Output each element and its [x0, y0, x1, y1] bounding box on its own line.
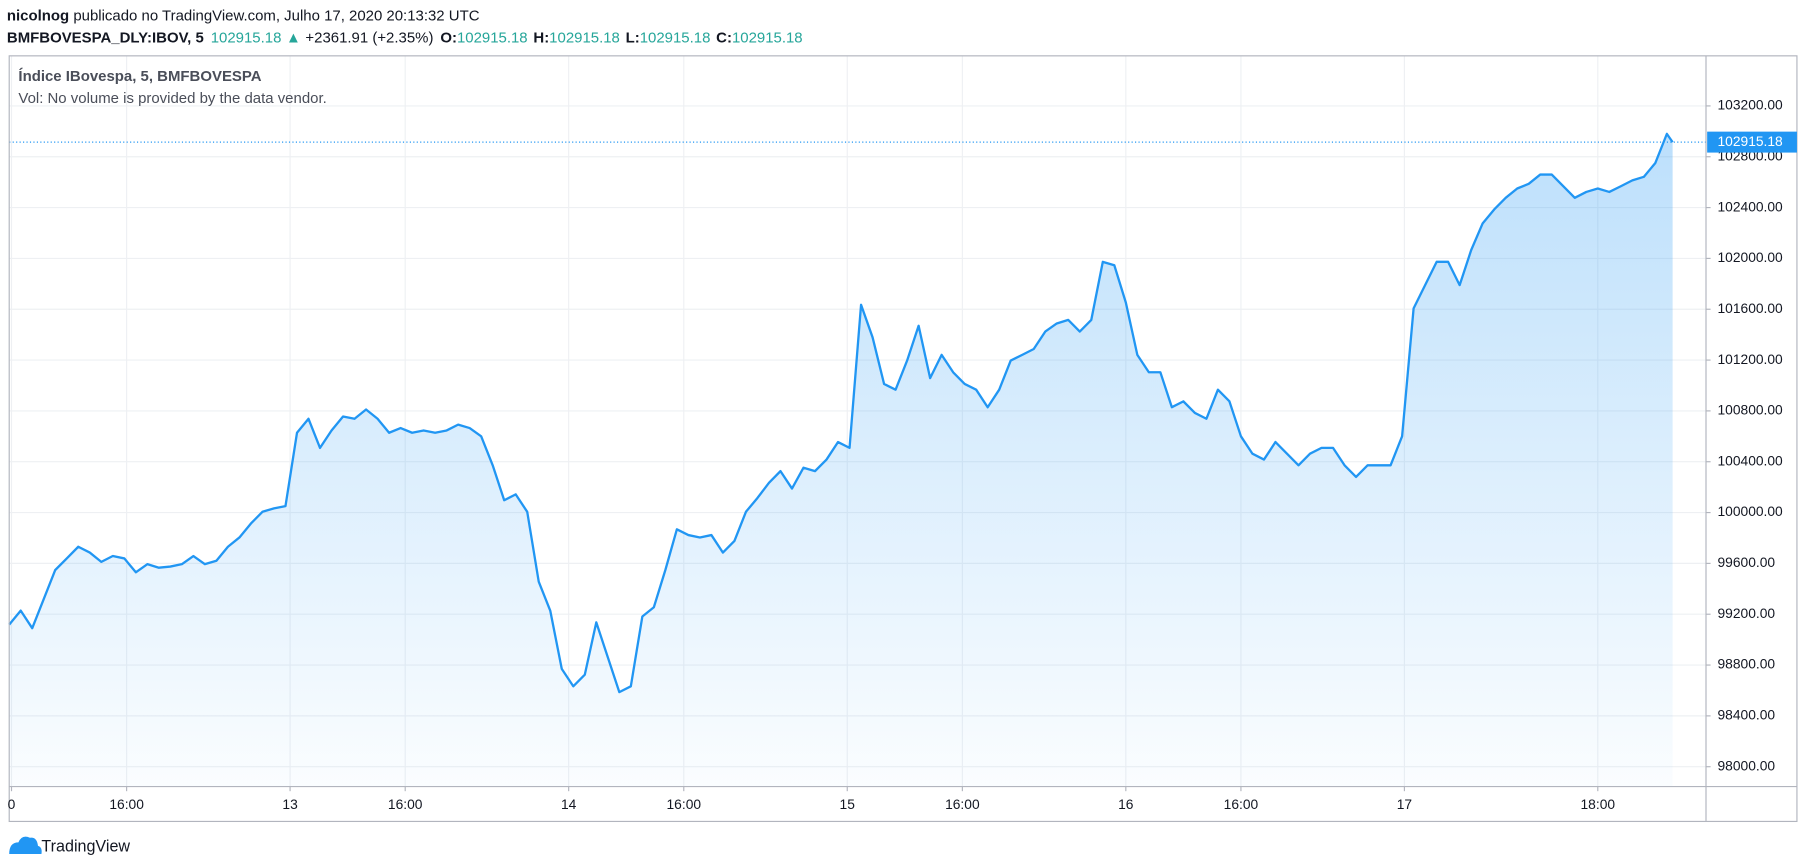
- legend-title: Índice IBovespa, 5, BMFBOVESPA: [18, 68, 261, 85]
- x-tick-label: 18:00: [1581, 796, 1616, 812]
- x-tick-label: 15: [840, 796, 856, 812]
- axis-labels: 98000.00 98400.00 98800.00 99200.00 99600.00…: [8, 97, 1797, 812]
- symbol-line: BMFBOVESPA_DLY:IBOV, 5 102915.18 ▲ +2361.91…: [7, 29, 803, 46]
- y-tick-label: 98000.00: [1718, 757, 1776, 773]
- chart-frame: [8, 55, 1798, 823]
- y-tick-label: 102000.00: [1718, 249, 1784, 265]
- x-tick-label: 16:00: [1224, 796, 1259, 812]
- x-tick-label: 16: [1118, 796, 1134, 812]
- y-tick-label: 100400.00: [1718, 452, 1784, 468]
- y-tick-label: 100800.00: [1718, 402, 1784, 418]
- ohlc-label: L:: [626, 29, 640, 46]
- author: nicolnog: [7, 7, 69, 24]
- ohlc-value: 102915.18: [732, 29, 803, 46]
- y-tick-label: 99600.00: [1718, 554, 1776, 570]
- y-tick-label: 100000.00: [1718, 503, 1784, 519]
- ohlc-label: O:: [440, 29, 457, 46]
- change-arrow: ▲: [286, 29, 301, 46]
- last-price-box: [1707, 131, 1797, 153]
- y-tick-label: 99200.00: [1718, 605, 1776, 621]
- x-tick-label: 16:00: [109, 796, 144, 812]
- x-tick-label: 13: [282, 796, 298, 812]
- legend-volume: Vol: No volume is provided by the data v…: [18, 90, 326, 107]
- published: publicado no TradingView.com, Julho 17, …: [69, 7, 479, 24]
- area-fill: [9, 133, 1673, 787]
- ohlc-value: 102915.18: [549, 29, 620, 46]
- x-tick-label: 16:00: [388, 796, 423, 812]
- y-tick-label: 101600.00: [1718, 300, 1784, 316]
- ohlc-value: 102915.18: [640, 29, 711, 46]
- x-tick-label: 0: [8, 796, 16, 812]
- x-tick-label: 16:00: [945, 796, 980, 812]
- publish-line: nicolnog publicado no TradingView.com, J…: [7, 7, 480, 24]
- ohlc-value: 102915.18: [457, 29, 528, 46]
- ohlc-label: C:: [716, 29, 732, 46]
- brand: TradingView: [41, 837, 130, 855]
- ohlc-label: H:: [533, 29, 549, 46]
- y-tick-label: 98800.00: [1718, 656, 1776, 672]
- x-tick-label: 16:00: [667, 796, 702, 812]
- y-tick-label: 101200.00: [1718, 351, 1784, 367]
- price-line: [8, 132, 1674, 694]
- logo-icon: [9, 836, 42, 855]
- x-tick-label: 14: [561, 796, 577, 812]
- x-tick-label: 17: [1397, 796, 1413, 812]
- change-text: +2361.91 (+2.35%): [305, 29, 433, 46]
- y-tick-label: 103200.00: [1718, 97, 1784, 113]
- y-tick-label: 98400.00: [1718, 707, 1776, 723]
- y-tick-label: 102400.00: [1718, 198, 1784, 214]
- plot: [8, 132, 1707, 787]
- logo: TradingView: [9, 836, 130, 855]
- last-price: 102915.18: [211, 29, 282, 46]
- last-price-label: 102915.18: [1718, 133, 1784, 149]
- symbol: BMFBOVESPA_DLY:IBOV, 5: [7, 29, 204, 46]
